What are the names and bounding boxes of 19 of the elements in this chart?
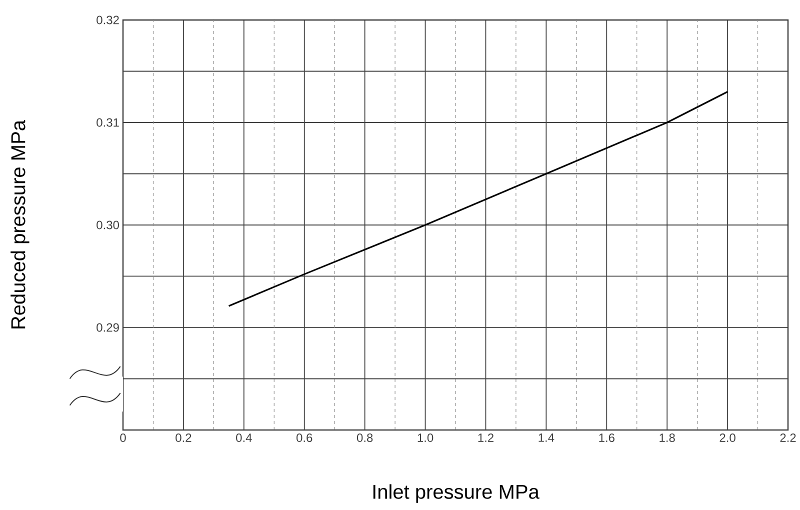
x-tick-label: 1.8	[660, 434, 675, 442]
y-tick-label: 0.31	[96, 118, 119, 127]
x-tick-label: 1.2	[478, 434, 494, 442]
x-tick-label: 2.0	[720, 434, 736, 442]
x-tick-label: 0.8	[356, 434, 373, 442]
y-axis-title: Reduced pressure MPa	[10, 120, 30, 328]
x-tick-label: 0.4	[236, 434, 252, 442]
x-tick-label: 2.2	[780, 434, 796, 442]
x-tick-label: 0.6	[296, 434, 312, 442]
line-series	[228, 90, 728, 307]
x-tick-label: 1.0	[418, 434, 434, 442]
y-tick-label: 0.30	[96, 220, 120, 230]
y-tick-label: 0.32	[96, 16, 119, 24]
x-tick-label: 0	[120, 434, 126, 442]
x-tick-label: 1.6	[599, 434, 614, 442]
x-tick-label: 0.2	[176, 434, 192, 442]
y-tick-label: 0.29	[96, 323, 119, 332]
x-axis-title: Inlet pressure MPa	[373, 484, 540, 503]
x-tick-label: 1.4	[538, 434, 554, 442]
